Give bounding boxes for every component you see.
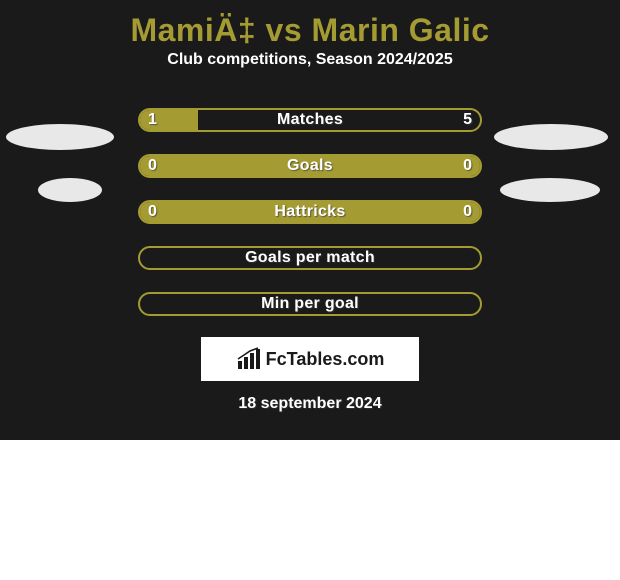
stats-panel: MamiÄ‡ vs Marin Galic Club competitions,… (0, 0, 620, 440)
stat-row: Matches1 5 (0, 97, 620, 143)
stat-bar: Min per goal (138, 292, 482, 316)
stat-bar: Matches (138, 108, 482, 132)
stat-value-right: 0 (463, 200, 472, 224)
stat-bar-label: Hattricks (140, 202, 480, 222)
stat-rows: Matches15Goals00Hattricks00Goals per mat… (0, 97, 620, 327)
stat-value-left: 0 (148, 154, 157, 178)
stat-bar-label: Goals per match (140, 248, 480, 268)
stat-row: Goals per match (0, 235, 620, 281)
date-text: 18 september 2024 (0, 395, 620, 413)
stat-row: Goals0 0 (0, 143, 620, 189)
stat-value-right: 0 (463, 154, 472, 178)
page-title: MamiÄ‡ vs Marin Galic (0, 12, 620, 49)
stat-value-left: 0 (148, 200, 157, 224)
stat-row: Min per goal (0, 281, 620, 327)
logo-text: FcTables.com (266, 349, 385, 370)
stat-bar-label: Min per goal (140, 294, 480, 314)
chart-icon (236, 347, 262, 371)
stat-bar: Goals (138, 154, 482, 178)
stat-bar: Hattricks (138, 200, 482, 224)
stat-row: Hattricks0 0 (0, 189, 620, 235)
stat-bar: Goals per match (138, 246, 482, 270)
stat-bar-label: Matches (140, 110, 480, 130)
page-subtitle: Club competitions, Season 2024/2025 (0, 51, 620, 69)
fctables-logo: FcTables.com (201, 337, 419, 381)
stat-value-right: 5 (463, 108, 472, 132)
stat-value-left: 1 (148, 108, 157, 132)
stat-bar-label: Goals (140, 156, 480, 176)
